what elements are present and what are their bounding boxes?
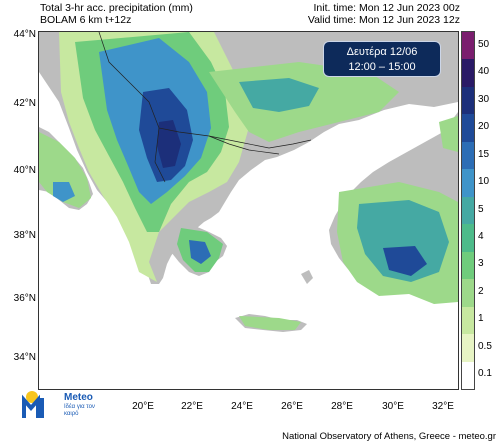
lat-label-36: 36°N [13,293,36,304]
valid-day: Δευτέρα 12/06 [346,46,418,58]
logo-tagline: Ιδέα για τον καιρό [64,404,95,417]
legend-swatch [462,251,474,280]
legend-level-label: 3 [478,258,484,270]
country-borders [98,32,312,183]
legend-level-label: 0.5 [478,340,492,352]
valid-period-box: Δευτέρα 12/06 12:00 – 15:00 [323,41,441,77]
lon-label-28: 28°E [331,401,353,412]
lon-label-32: 32°E [432,401,454,412]
lat-label-34: 34°N [13,352,36,363]
legend-swatch [462,224,474,252]
legend-level-label: 40 [478,66,490,78]
header-left: Total 3-hr acc. precipitation (mm) BOLAM… [40,2,193,26]
init-time: Init. time: Mon 12 Jun 2023 00z [313,2,460,14]
legend-level-label: 20 [478,121,490,133]
lon-label-24: 24°E [231,401,253,412]
lat-label-44: 44°N [13,29,36,40]
legend-swatch [462,279,474,307]
model-label: BOLAM 6 km t+12z [40,14,132,26]
footer-credit: National Observatory of Athens, Greece -… [282,431,496,442]
legend-swatch [462,86,474,115]
valid-time: Valid time: Mon 12 Jun 2023 12z [307,14,460,26]
legend-swatch [462,114,474,142]
legend-level-label: 4 [478,230,484,242]
map-canvas [39,32,458,332]
meteo-logo-icon [22,391,44,418]
legend-level-label: 5 [478,203,484,215]
legend-level-label: 30 [478,93,490,105]
legend-level-label: 10 [478,176,490,188]
legend-level-label: 50 [478,38,490,50]
legend-swatch [462,334,474,362]
legend-level-label: 1 [478,313,484,325]
precip-legend-bar [461,31,475,390]
lon-label-26: 26°E [281,401,303,412]
land-rhodes [301,270,313,284]
legend-swatch [462,306,474,335]
meteo-logo: Meteo Ιδέα για τον καιρό [20,388,100,422]
legend-swatch [462,32,474,60]
lat-label-42: 42°N [13,98,36,109]
legend-swatch [462,361,474,389]
legend-level-label: 2 [478,285,484,297]
legend-swatch [462,196,474,225]
product-title: Total 3-hr acc. precipitation (mm) [40,2,193,14]
lat-label-38: 38°N [13,230,36,241]
lon-label-20: 20°E [132,401,154,412]
legend-swatch [462,141,474,170]
lat-label-40: 40°N [13,165,36,176]
lon-label-30: 30°E [382,401,404,412]
header-right: Init. time: Mon 12 Jun 2023 00z Valid ti… [308,2,460,26]
lon-label-22: 22°E [181,401,203,412]
legend-swatch [462,169,474,197]
logo-brand: Meteo [64,392,93,403]
legend-level-label: 15 [478,148,490,160]
legend-level-label: 0.1 [478,368,492,380]
legend-swatch [462,59,474,87]
precipitation-map[interactable] [38,31,459,390]
valid-hours: 12:00 – 15:00 [348,61,416,73]
